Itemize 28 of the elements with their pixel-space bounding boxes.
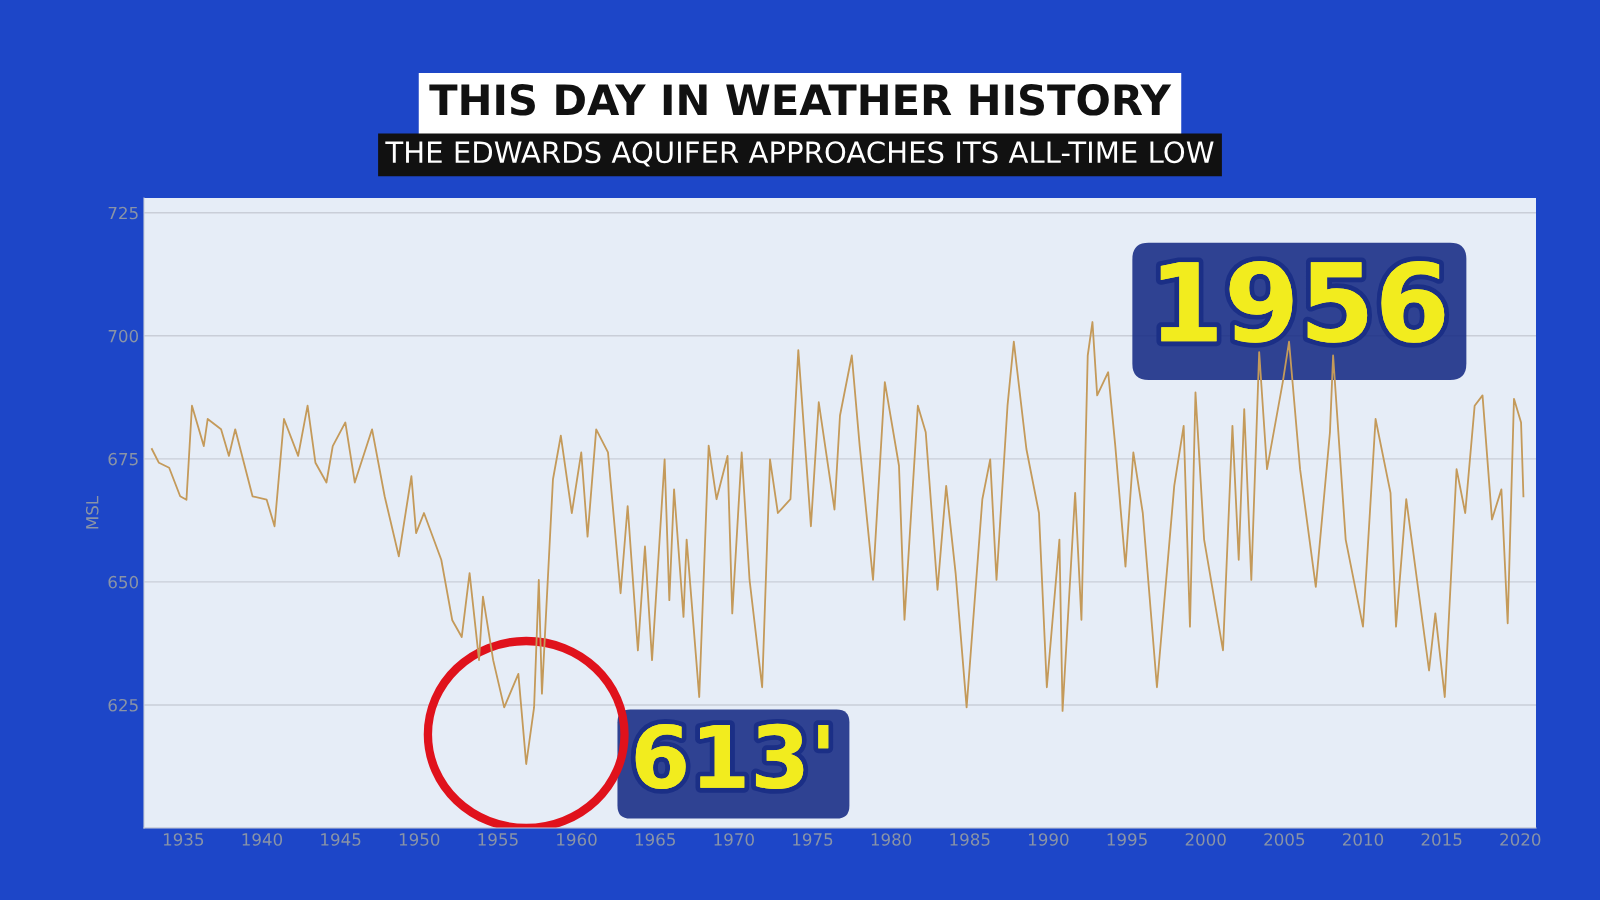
chart-title: THIS DAY IN WEATHER HISTORY (429, 84, 1172, 116)
y-axis-title: MSL (85, 495, 99, 529)
x-tick-label: 1970 (714, 833, 754, 846)
y-tick-label: 725 (108, 206, 138, 220)
y-tick-label: 700 (108, 329, 139, 343)
x-tick-label: 1955 (478, 833, 518, 846)
x-tick-label: 1950 (399, 833, 440, 846)
x-tick-label: 1935 (163, 833, 204, 846)
x-tick-label: 1965 (635, 833, 675, 846)
x-tick-label: 1980 (871, 833, 912, 846)
x-tick-label: 1995 (1107, 833, 1147, 846)
x-tick-label: 2015 (1421, 833, 1462, 846)
x-tick-label: 1960 (557, 833, 597, 846)
annotation: 613' (635, 723, 829, 789)
x-tick-label: 2010 (1343, 833, 1384, 846)
x-tick-label: 2005 (1264, 833, 1305, 846)
x-tick-label: 2020 (1500, 833, 1541, 846)
x-tick-label: 1975 (793, 833, 833, 846)
x-tick-label: 1945 (321, 833, 361, 846)
x-tick-label: 1990 (1029, 833, 1069, 846)
x-tick-label: 1940 (242, 833, 283, 846)
y-tick-label: 675 (108, 452, 138, 466)
x-tick-label: 2000 (1185, 833, 1226, 846)
x-tick-label: 1985 (950, 833, 990, 846)
y-tick-label: 625 (108, 698, 138, 712)
y-tick-label: 650 (108, 575, 139, 589)
chart-subtitle: THE EDWARDS AQUIFER APPROACHES ITS ALL-TIME LOW (385, 141, 1214, 167)
annotation: 1956 (1160, 260, 1445, 343)
